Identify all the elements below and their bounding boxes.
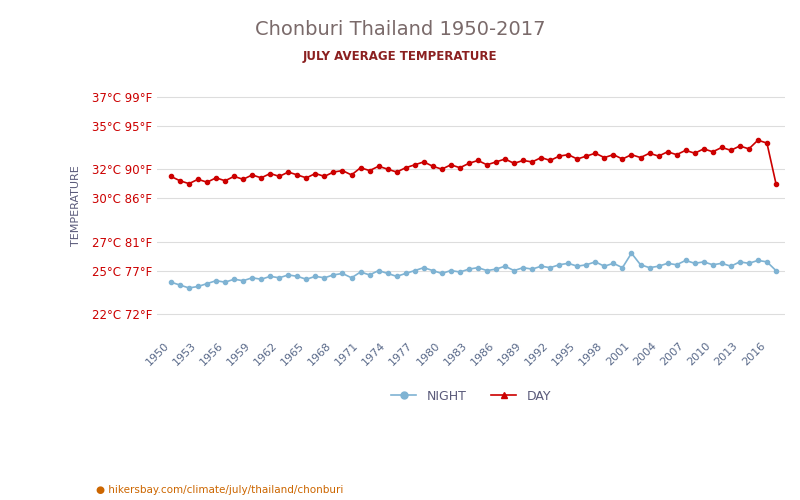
Legend: NIGHT, DAY: NIGHT, DAY [386,384,556,407]
Text: ● hikersbay.com/climate/july/thailand/chonburi: ● hikersbay.com/climate/july/thailand/ch… [96,485,343,495]
Text: Chonburi Thailand 1950-2017: Chonburi Thailand 1950-2017 [254,20,546,39]
Text: JULY AVERAGE TEMPERATURE: JULY AVERAGE TEMPERATURE [302,50,498,63]
Y-axis label: TEMPERATURE: TEMPERATURE [71,165,81,246]
